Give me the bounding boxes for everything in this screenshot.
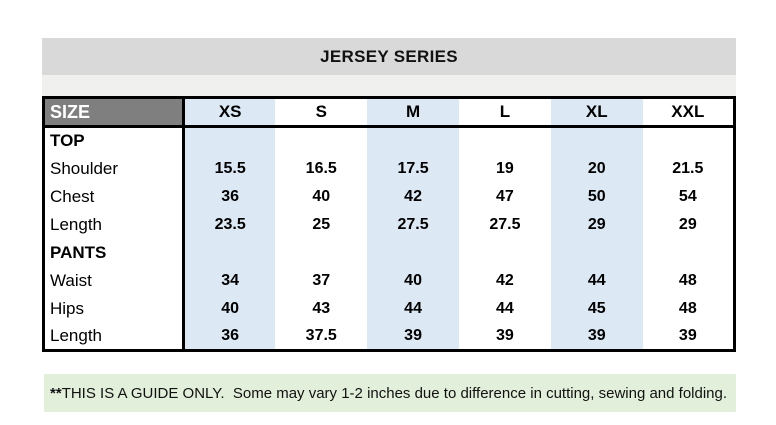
- cell-value: 16.5: [305, 159, 337, 177]
- cell-value: [459, 239, 551, 267]
- cell-value: 15.5: [183, 154, 276, 183]
- cell-value: [459, 127, 551, 155]
- size-header-cell: SIZE: [43, 97, 185, 128]
- cell-value: 40: [367, 266, 459, 295]
- cell-value: [275, 239, 367, 267]
- cell-value: 43: [312, 299, 331, 317]
- table-row-length: Length 23.5 25 27.5 27.5 29 29: [43, 210, 735, 239]
- row-label: PANTS: [43, 238, 185, 267]
- cell-value: 44: [367, 294, 459, 323]
- row-label: Length: [43, 210, 185, 239]
- row-label: Hips: [43, 294, 185, 323]
- cell-value: 39: [678, 326, 697, 344]
- row-label: Chest: [43, 182, 185, 211]
- column-header-xl: XL: [550, 97, 643, 128]
- cell-value: [550, 126, 643, 155]
- cell-value: 20: [550, 154, 643, 183]
- cell-value: 29: [550, 210, 643, 239]
- cell-value: 25: [312, 215, 331, 233]
- cell-value: 19: [496, 159, 514, 177]
- table-header-row: SIZE XS S M L XL XXL: [43, 97, 735, 128]
- cell-value: 39: [367, 322, 459, 351]
- size-table: SIZE XS S M L XL XXL TOP Shoulder 15.5 16.5 17.5 1…: [42, 96, 736, 352]
- cell-value: 47: [496, 187, 514, 205]
- cell-value: 54: [678, 187, 697, 205]
- banner-substrip: [42, 75, 736, 96]
- cell-value: 42: [496, 271, 514, 289]
- cell-value: [643, 127, 735, 155]
- footnote-text: THIS IS A GUIDE ONLY. Some may vary 1-2 …: [61, 384, 728, 402]
- cell-value: 17.5: [367, 154, 459, 183]
- cell-value: 27.5: [489, 215, 521, 233]
- row-label: Length: [43, 322, 185, 351]
- cell-value: 36: [183, 322, 276, 351]
- table-row-pants: PANTS: [43, 238, 735, 267]
- cell-value: 39: [550, 322, 643, 351]
- footnote: ** THIS IS A GUIDE ONLY. Some may vary 1-…: [44, 374, 736, 412]
- cell-value: 36: [183, 182, 276, 211]
- cell-value: 48: [678, 299, 697, 317]
- row-label: Shoulder: [43, 154, 185, 183]
- page-title: JERSEY SERIES: [320, 46, 458, 66]
- cell-value: 29: [678, 215, 697, 233]
- cell-value: [183, 126, 276, 155]
- column-header-l: L: [458, 97, 551, 128]
- table-row-shoulder: Shoulder 15.5 16.5 17.5 19 20 21.5: [43, 154, 735, 183]
- table-row-length: Length 36 37.5 39 39 39 39: [43, 322, 735, 351]
- cell-value: 21.5: [672, 159, 704, 177]
- cell-value: 40: [312, 187, 331, 205]
- cell-value: [275, 127, 367, 155]
- column-header-m: M: [367, 97, 459, 128]
- cell-value: 48: [678, 271, 697, 289]
- cell-value: 45: [550, 294, 643, 323]
- table-row-chest: Chest 36 40 42 47 50 54: [43, 182, 735, 211]
- column-header-s: S: [275, 97, 368, 128]
- cell-value: [367, 238, 459, 267]
- cell-value: 42: [367, 182, 459, 211]
- cell-value: [367, 126, 459, 155]
- cell-value: 37.5: [305, 326, 337, 344]
- cell-value: 27.5: [367, 210, 459, 239]
- cell-value: 44: [496, 299, 514, 317]
- cell-value: 44: [550, 266, 643, 295]
- row-label: Waist: [43, 266, 185, 295]
- column-header-xs: XS: [183, 97, 276, 128]
- column-header-xxl: XXL: [642, 97, 735, 128]
- cell-value: 39: [496, 326, 514, 344]
- table-row-hips: Hips 40 43 44 44 45 48: [43, 294, 735, 323]
- footnote-asterisks: **: [50, 384, 62, 402]
- cell-value: [550, 238, 643, 267]
- row-label: TOP: [43, 126, 185, 155]
- chart-title-banner: JERSEY SERIES: [42, 38, 736, 75]
- cell-value: 23.5: [183, 210, 276, 239]
- cell-value: 37: [312, 271, 331, 289]
- cell-value: 40: [183, 294, 276, 323]
- table-row-top: TOP: [43, 126, 735, 155]
- cell-value: [643, 239, 735, 267]
- cell-value: 50: [550, 182, 643, 211]
- cell-value: [183, 238, 276, 267]
- cell-value: 34: [183, 266, 276, 295]
- table-row-waist: Waist 34 37 40 42 44 48: [43, 266, 735, 295]
